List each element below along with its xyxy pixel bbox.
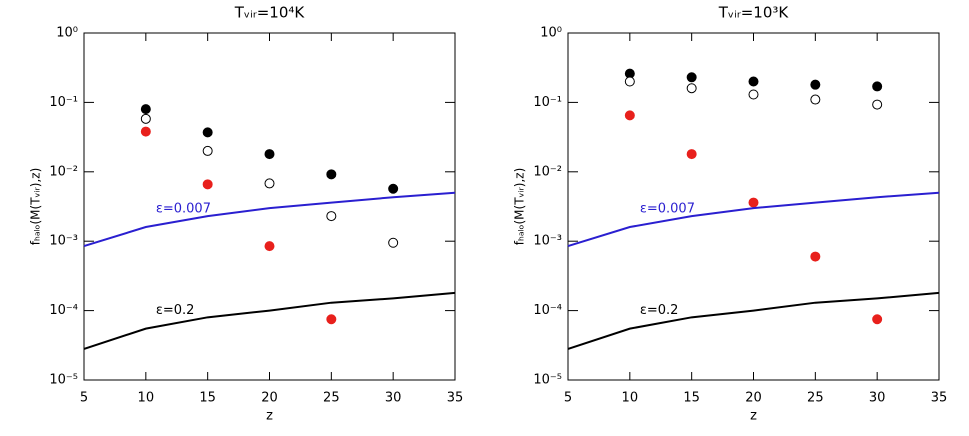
curve-label: ε=0.007: [156, 202, 211, 217]
data-point: [264, 149, 275, 160]
data-point: [326, 169, 337, 180]
data-point: [140, 113, 151, 124]
data-point: [140, 104, 151, 115]
y-tick-label: 10⁻⁵: [533, 373, 562, 388]
data-point: [748, 76, 759, 87]
x-tick-label: 35: [447, 391, 464, 406]
data-point: [872, 99, 883, 110]
x-tick-label: 25: [323, 391, 340, 406]
curve: [567, 191, 940, 248]
data-point: [326, 314, 337, 325]
chart-title: Tᵥᵢᵣ=10³K: [718, 4, 790, 22]
data-point: [140, 126, 151, 137]
y-tick-label: 10⁻³: [49, 234, 78, 249]
data-point: [326, 211, 337, 222]
x-tick-label: 35: [931, 391, 948, 406]
curve: [567, 291, 940, 350]
curve: [83, 191, 456, 248]
y-tick-label: 10⁻⁴: [533, 303, 562, 318]
panel: Tᵥᵢᵣ=10³K z fₕₐₗₒ(M(Tᵥᵢᵣ),z) 5 10 15 20 25 30 35 1…: [513, 4, 948, 424]
curve-label: ε=0.007: [640, 202, 695, 217]
x-axis-label: z: [266, 409, 273, 424]
y-tick-label: 10⁰: [540, 26, 562, 41]
data-point: [264, 241, 275, 252]
x-tick-label: 5: [564, 391, 572, 406]
curve: [83, 291, 456, 350]
x-axis-label: z: [750, 409, 757, 424]
y-tick-label: 10⁻¹: [533, 95, 562, 110]
data-point: [686, 149, 697, 160]
y-tick-label: 10⁻¹: [49, 95, 78, 110]
x-tick-label: 15: [199, 391, 216, 406]
curve-label: ε=0.2: [156, 303, 195, 318]
data-point: [810, 94, 821, 105]
panel: Tᵥᵢᵣ=10⁴K z fₕₐₗₒ(M(Tᵥᵢᵣ),z) 5 10 15 20 25 30 35 1…: [29, 4, 464, 424]
data-point: [872, 314, 883, 325]
curve-label: ε=0.2: [640, 303, 679, 318]
data-point: [388, 237, 399, 248]
plot-frame: [83, 32, 456, 381]
data-point: [202, 179, 213, 190]
y-tick-label: 10⁻²: [49, 164, 78, 179]
data-point: [388, 183, 399, 194]
x-tick-label: 30: [869, 391, 886, 406]
x-tick-label: 10: [622, 391, 639, 406]
x-tick-label: 5: [80, 391, 88, 406]
data-point: [202, 145, 213, 156]
data-point: [686, 72, 697, 83]
x-tick-label: 10: [138, 391, 155, 406]
y-tick-label: 10⁰: [56, 26, 78, 41]
x-tick-label: 20: [745, 391, 762, 406]
data-point: [624, 76, 635, 87]
y-tick-label: 10⁻⁴: [49, 303, 78, 318]
data-point: [264, 178, 275, 189]
x-tick-label: 15: [683, 391, 700, 406]
chart-title: Tᵥᵢᵣ=10⁴K: [234, 4, 306, 22]
y-tick-label: 10⁻³: [533, 234, 562, 249]
data-point: [624, 110, 635, 121]
y-axis-label: fₕₐₗₒ(M(Tᵥᵢᵣ),z): [513, 168, 527, 246]
x-tick-label: 20: [261, 391, 278, 406]
data-point: [202, 127, 213, 138]
x-tick-label: 25: [807, 391, 824, 406]
data-point: [872, 81, 883, 92]
y-tick-label: 10⁻²: [533, 164, 562, 179]
data-point: [686, 83, 697, 94]
data-point: [810, 79, 821, 90]
y-axis-label: fₕₐₗₒ(M(Tᵥᵢᵣ),z): [29, 168, 43, 246]
data-point: [748, 197, 759, 208]
y-tick-label: 10⁻⁵: [49, 373, 78, 388]
x-tick-label: 30: [385, 391, 402, 406]
data-point: [748, 89, 759, 100]
data-point: [810, 251, 821, 262]
